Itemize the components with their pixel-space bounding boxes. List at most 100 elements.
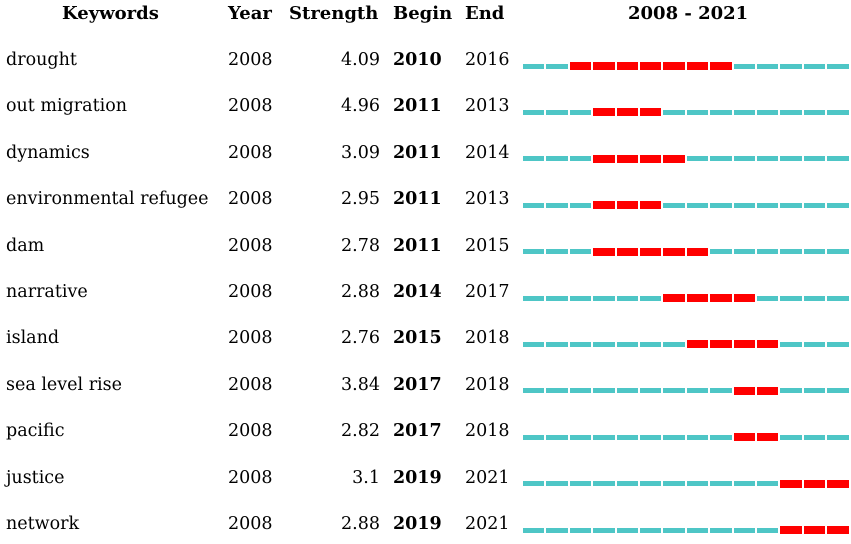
timeline-segment [757, 481, 779, 487]
timeline-segment [803, 434, 826, 440]
burst-segment [780, 479, 802, 488]
timeline-segment [780, 249, 802, 255]
timeline-segment [593, 388, 615, 394]
timeline-segment [686, 202, 709, 208]
timeline-segment [569, 156, 592, 162]
timeline-segment [569, 434, 592, 440]
header-strength: Strength [289, 3, 379, 24]
burst-segment [569, 62, 592, 70]
timeline-segment [546, 63, 568, 69]
burst-segment [616, 247, 638, 256]
burst-timeline [523, 365, 851, 405]
burst-segment [593, 247, 615, 256]
timeline-segment [663, 434, 685, 440]
burst-segment [663, 294, 685, 302]
strength-cell: 2.88 [341, 282, 380, 302]
burst-segment [616, 154, 638, 163]
timeline-segment [686, 527, 709, 533]
timeline-segment [640, 527, 662, 533]
timeline-segment [546, 109, 568, 115]
burst-segment [757, 386, 779, 395]
strength-cell: 2.95 [341, 189, 380, 210]
burst-timeline [523, 133, 851, 173]
burst-segment [663, 154, 685, 163]
timeline-segment [663, 481, 685, 487]
timeline-segment [733, 156, 755, 162]
year-cell: 2008 [228, 421, 273, 442]
burst-segment [593, 108, 615, 117]
burst-segment [593, 62, 615, 70]
burst-timeline [523, 411, 851, 451]
strength-cell: 2.82 [341, 421, 380, 442]
timeline-segment [827, 249, 849, 255]
timeline-segment [523, 109, 545, 115]
timeline-segment [710, 527, 732, 533]
end-cell: 2016 [465, 50, 510, 70]
year-cell: 2008 [228, 189, 273, 210]
timeline-segment [827, 434, 849, 440]
timeline-segment [733, 249, 755, 255]
timeline-segment [710, 202, 732, 208]
timeline-segment [593, 434, 615, 440]
timeline-segment [523, 202, 545, 208]
burst-segment [640, 108, 662, 117]
timeline-segment [686, 388, 709, 394]
keyword-cell: dam [6, 235, 45, 256]
timeline-segment [827, 341, 849, 347]
timeline-segment [733, 481, 755, 487]
timeline-segment [827, 109, 849, 115]
keyword-cell: environmental refugee [6, 189, 209, 210]
burst-timeline [523, 318, 851, 358]
keyword-cell: island [6, 328, 60, 349]
timeline-segment [686, 481, 709, 487]
timeline-segment [546, 527, 568, 533]
keyword-cell: out migration [6, 96, 128, 117]
end-cell: 2021 [465, 467, 510, 488]
keyword-cell: justice [6, 467, 65, 488]
keyword-cell: network [6, 514, 80, 534]
burst-segment [686, 247, 709, 256]
timeline-segment [803, 249, 826, 255]
burst-timeline [523, 40, 851, 80]
timeline-segment [593, 481, 615, 487]
timeline-segment [523, 527, 545, 533]
burst-segment [733, 433, 755, 442]
burst-segment [827, 479, 849, 488]
timeline-segment [710, 109, 732, 115]
year-cell: 2008 [228, 50, 273, 70]
timeline-segment [757, 249, 779, 255]
timeline-segment [523, 341, 545, 347]
year-cell: 2008 [228, 282, 273, 302]
timeline-segment [616, 295, 638, 301]
begin-cell: 2017 [393, 374, 442, 395]
timeline-segment [523, 249, 545, 255]
timeline-segment [640, 341, 662, 347]
timeline-segment [663, 341, 685, 347]
end-cell: 2018 [465, 328, 510, 349]
burst-timeline [523, 458, 851, 498]
burst-segment [663, 62, 685, 70]
burst-segment [710, 294, 732, 302]
timeline-segment [803, 156, 826, 162]
strength-cell: 2.76 [341, 328, 380, 349]
timeline-segment [593, 527, 615, 533]
timeline-segment [523, 481, 545, 487]
timeline-segment [546, 434, 568, 440]
strength-cell: 3.84 [341, 374, 380, 395]
timeline-segment [757, 527, 779, 533]
end-cell: 2018 [465, 374, 510, 395]
burst-timeline [523, 504, 851, 544]
timeline-segment [780, 109, 802, 115]
timeline-segment [710, 434, 732, 440]
timeline-segment [803, 202, 826, 208]
burst-timeline [523, 86, 851, 126]
header-timeline-range: 2008 - 2021 [628, 3, 749, 24]
timeline-segment [803, 63, 826, 69]
timeline-segment [803, 341, 826, 347]
timeline-segment [523, 156, 545, 162]
timeline-segment [733, 202, 755, 208]
strength-cell: 4.96 [341, 96, 380, 117]
timeline-segment [663, 388, 685, 394]
strength-cell: 2.88 [341, 514, 380, 534]
